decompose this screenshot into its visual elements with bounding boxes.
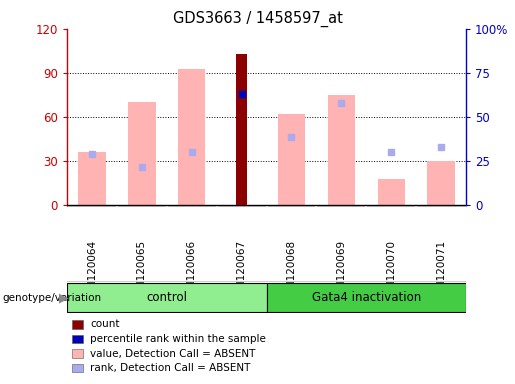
Bar: [178, 68, 205, 205]
Text: GSM120068: GSM120068: [286, 240, 297, 303]
Bar: [328, 95, 355, 205]
Bar: [278, 114, 305, 205]
Text: GSM120066: GSM120066: [186, 240, 197, 303]
Bar: [236, 54, 247, 205]
Bar: [427, 161, 455, 205]
Text: GSM120069: GSM120069: [336, 240, 347, 303]
Text: GSM120071: GSM120071: [436, 240, 446, 303]
Text: GSM120070: GSM120070: [386, 240, 396, 303]
Text: control: control: [146, 291, 187, 304]
Bar: [267, 283, 466, 312]
Bar: [78, 152, 106, 205]
Text: percentile rank within the sample: percentile rank within the sample: [90, 334, 266, 344]
Text: value, Detection Call = ABSENT: value, Detection Call = ABSENT: [90, 349, 255, 359]
Text: ▶: ▶: [59, 291, 69, 304]
Text: GSM120064: GSM120064: [87, 240, 97, 303]
Text: Gata4 inactivation: Gata4 inactivation: [312, 291, 421, 304]
Text: GSM120065: GSM120065: [137, 240, 147, 303]
Text: GSM120067: GSM120067: [236, 240, 247, 303]
Text: count: count: [90, 319, 119, 329]
Text: GDS3663 / 1458597_at: GDS3663 / 1458597_at: [173, 11, 342, 27]
Text: rank, Detection Call = ABSENT: rank, Detection Call = ABSENT: [90, 363, 250, 373]
Bar: [67, 283, 267, 312]
Bar: [128, 103, 156, 205]
Bar: [377, 179, 405, 205]
Text: genotype/variation: genotype/variation: [3, 293, 101, 303]
